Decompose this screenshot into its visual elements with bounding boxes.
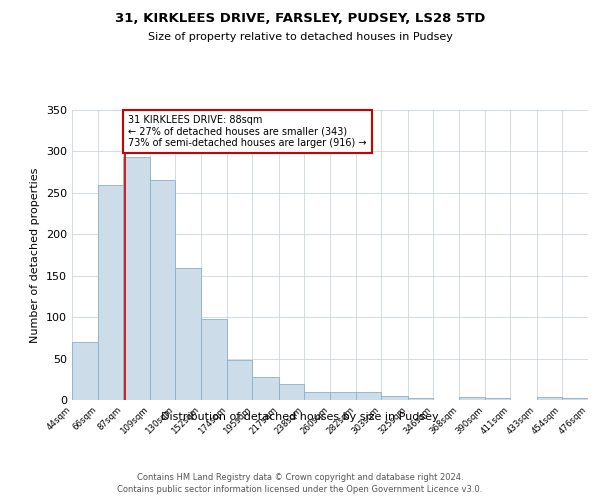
Text: Contains public sector information licensed under the Open Government Licence v3: Contains public sector information licen… bbox=[118, 485, 482, 494]
Bar bbox=[278, 384, 304, 400]
Text: 31 KIRKLEES DRIVE: 88sqm
← 27% of detached houses are smaller (343)
73% of semi-: 31 KIRKLEES DRIVE: 88sqm ← 27% of detach… bbox=[128, 115, 367, 148]
Text: 31, KIRKLEES DRIVE, FARSLEY, PUDSEY, LS28 5TD: 31, KIRKLEES DRIVE, FARSLEY, PUDSEY, LS2… bbox=[115, 12, 485, 26]
Text: Size of property relative to detached houses in Pudsey: Size of property relative to detached ho… bbox=[148, 32, 452, 42]
Bar bbox=[356, 392, 382, 400]
Bar bbox=[124, 157, 149, 400]
Bar bbox=[304, 392, 330, 400]
Bar bbox=[253, 377, 278, 400]
Bar bbox=[382, 396, 407, 400]
Text: Distribution of detached houses by size in Pudsey: Distribution of detached houses by size … bbox=[161, 412, 439, 422]
Bar bbox=[149, 180, 175, 400]
Bar bbox=[330, 392, 356, 400]
Y-axis label: Number of detached properties: Number of detached properties bbox=[31, 168, 40, 342]
Bar bbox=[227, 360, 253, 400]
Bar bbox=[485, 398, 511, 400]
Bar bbox=[175, 268, 201, 400]
Text: Contains HM Land Registry data © Crown copyright and database right 2024.: Contains HM Land Registry data © Crown c… bbox=[137, 472, 463, 482]
Bar bbox=[407, 398, 433, 400]
Bar bbox=[72, 342, 98, 400]
Bar bbox=[459, 396, 485, 400]
Bar bbox=[201, 319, 227, 400]
Bar bbox=[536, 396, 562, 400]
Bar bbox=[98, 184, 124, 400]
Bar bbox=[562, 398, 588, 400]
